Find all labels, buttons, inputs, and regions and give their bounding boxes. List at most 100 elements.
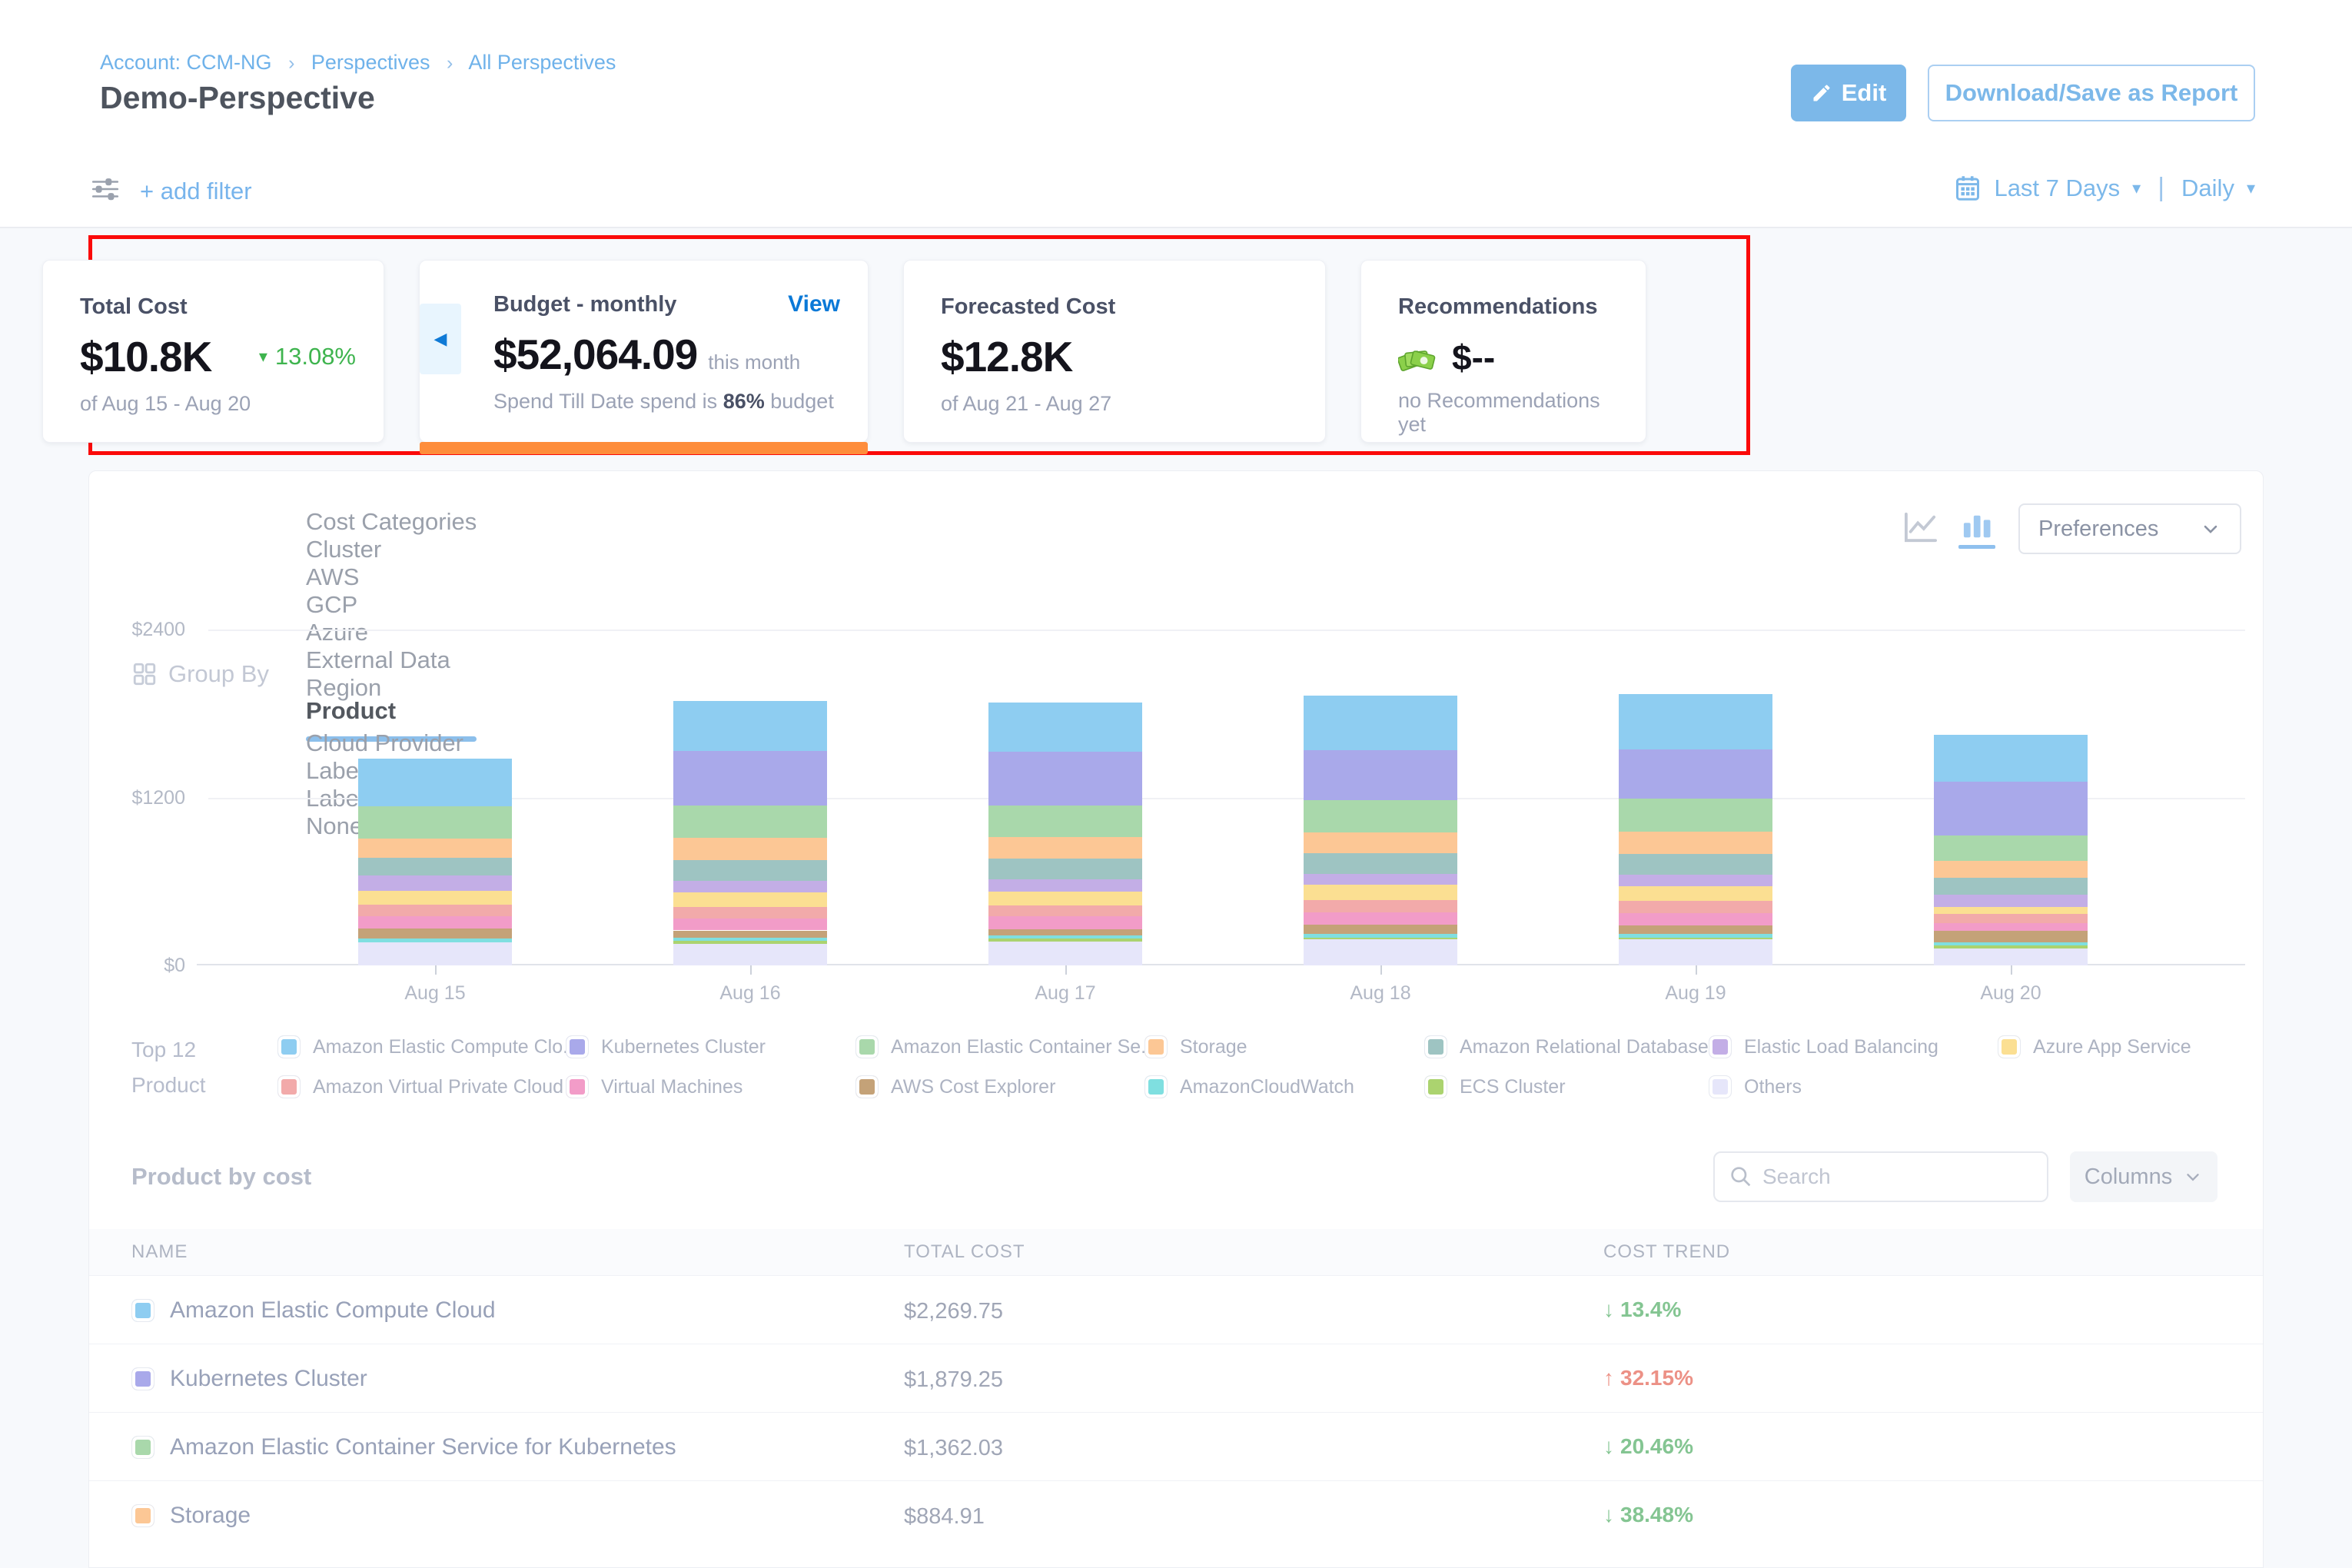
budget-view-link[interactable]: View [788, 291, 840, 317]
bar-segment-amazon-elastic-container-service-for-kubernetes[interactable] [1619, 799, 1772, 832]
bar-segment-kubernetes-cluster[interactable] [1304, 749, 1457, 801]
bar-segment-ecs-cluster[interactable] [1934, 945, 2088, 949]
bar-segment-virtual-machines[interactable] [358, 916, 512, 929]
bar-segment-aws-cost-explorer[interactable] [358, 928, 512, 938]
bar-segment-elastic-load-balancing[interactable] [358, 875, 512, 891]
legend-item-azure-app-service[interactable]: Azure App Service [1998, 1031, 2191, 1063]
bar-segment-elastic-load-balancing[interactable] [988, 879, 1142, 892]
tab-gcp[interactable]: GCP [305, 591, 358, 618]
bar-segment-amazon-virtual-private-cloud[interactable] [988, 905, 1142, 917]
bar-segment-aws-cost-explorer[interactable] [1304, 925, 1457, 935]
tab-product[interactable]: Product [305, 697, 477, 742]
bar-segment-amazon-elastic-compute-cloud[interactable] [358, 758, 512, 807]
bar-segment-storage[interactable] [1619, 832, 1772, 855]
bar-segment-amazon-virtual-private-cloud[interactable] [673, 907, 827, 919]
bar-segment-virtual-machines[interactable] [1304, 912, 1457, 925]
search-input[interactable] [1762, 1164, 2016, 1189]
tab-cluster[interactable]: Cluster [305, 536, 382, 563]
table-row[interactable]: Kubernetes Cluster $1,879.25 ↑ 32.15% [89, 1344, 2263, 1412]
bar-segment-azure-app-service[interactable] [1304, 885, 1457, 901]
bar-segment-elastic-load-balancing[interactable] [1934, 895, 2088, 907]
bar-segment-elastic-load-balancing[interactable] [1619, 874, 1772, 887]
chevron-down-icon[interactable]: ▾ [2132, 178, 2141, 198]
bar-segment-others[interactable] [988, 942, 1142, 965]
date-range-dropdown[interactable]: Last 7 Days [1994, 174, 2121, 201]
column-header-name[interactable]: NAME [131, 1241, 188, 1262]
bar-segment-storage[interactable] [988, 837, 1142, 859]
chevron-down-icon[interactable]: ▾ [2246, 178, 2255, 198]
bar-segment-storage[interactable] [673, 838, 827, 860]
bar-segment-kubernetes-cluster[interactable] [988, 752, 1142, 806]
breadcrumb-perspectives-link[interactable]: Perspectives [311, 51, 430, 74]
legend-item-amazon-elastic-compute-clo-[interactable]: Amazon Elastic Compute Clo... [277, 1031, 579, 1063]
tab-aws[interactable]: AWS [305, 563, 360, 590]
bar-segment-amazon-relational-database-service[interactable] [1619, 854, 1772, 875]
bar-segment-virtual-machines[interactable] [988, 916, 1142, 929]
bar-segment-others[interactable] [1304, 939, 1457, 965]
tab-cost-categories[interactable]: Cost Categories [305, 508, 477, 535]
bar-segment-aws-cost-explorer[interactable] [1934, 931, 2088, 942]
bar-segment-amazon-elastic-container-service-for-kubernetes[interactable] [1304, 800, 1457, 833]
bar-segment-amazon-virtual-private-cloud[interactable] [1304, 900, 1457, 912]
bar-segment-elastic-load-balancing[interactable] [673, 880, 827, 893]
bar-segment-kubernetes-cluster[interactable] [1934, 782, 2088, 835]
legend-item-elastic-load-balancing[interactable]: Elastic Load Balancing [1709, 1031, 1938, 1063]
legend-item-amazoncloudwatch[interactable]: AmazonCloudWatch [1144, 1071, 1354, 1103]
bar-segment-virtual-machines[interactable] [1934, 923, 2088, 932]
legend-item-aws-cost-explorer[interactable]: AWS Cost Explorer [855, 1071, 1055, 1103]
bar-segment-amazon-relational-database-service[interactable] [1934, 878, 2088, 895]
edit-button[interactable]: Edit [1791, 65, 1906, 121]
bar-segment-elastic-load-balancing[interactable] [1304, 873, 1457, 885]
legend-item-others[interactable]: Others [1709, 1071, 1802, 1103]
bar-segment-amazoncloudwatch[interactable] [1619, 934, 1772, 938]
breadcrumb-all-perspectives-link[interactable]: All Perspectives [468, 51, 616, 74]
add-filter-button[interactable]: + add filter [140, 178, 252, 204]
bar-segment-virtual-machines[interactable] [1619, 912, 1772, 926]
legend-item-amazon-relational-database-[interactable]: Amazon Relational Database ... [1424, 1031, 1730, 1063]
legend-item-storage[interactable]: Storage [1144, 1031, 1247, 1063]
bar-segment-storage[interactable] [1304, 832, 1457, 854]
bar-segment-amazon-elastic-compute-cloud[interactable] [1934, 734, 2088, 782]
bar-segment-amazoncloudwatch[interactable] [1934, 942, 2088, 945]
bar-segment-amazon-relational-database-service[interactable] [988, 858, 1142, 880]
bar-segment-amazon-elastic-container-service-for-kubernetes[interactable] [1934, 835, 2088, 862]
preferences-dropdown[interactable]: Preferences [2018, 503, 2241, 554]
bar-segment-amazon-virtual-private-cloud[interactable] [1934, 913, 2088, 924]
collapse-left-icon[interactable]: ◀ [420, 304, 461, 374]
breadcrumb-account-link[interactable]: Account: CCM-NG [100, 51, 272, 74]
tab-label[interactable]: Label [305, 757, 364, 784]
column-header-total-cost[interactable]: TOTAL COST [904, 1241, 1025, 1262]
bar-segment-amazon-elastic-compute-cloud[interactable] [673, 700, 827, 752]
bar-segment-aws-cost-explorer[interactable] [988, 929, 1142, 935]
bar-segment-amazon-relational-database-service[interactable] [1304, 853, 1457, 874]
bar-segment-storage[interactable] [1934, 861, 2088, 879]
table-row[interactable]: Amazon Elastic Compute Cloud $2,269.75 ↓ 13… [89, 1275, 2263, 1344]
columns-dropdown[interactable]: Columns [2070, 1151, 2217, 1202]
bar-segment-amazon-elastic-compute-cloud[interactable] [1304, 695, 1457, 750]
bar-chart-icon[interactable] [1958, 511, 1995, 549]
bar-segment-azure-app-service[interactable] [1934, 906, 2088, 914]
bar-segment-ecs-cluster[interactable] [988, 938, 1142, 942]
bar-segment-ecs-cluster[interactable] [1304, 937, 1457, 940]
bar-segment-amazoncloudwatch[interactable] [358, 938, 512, 942]
filter-sliders-icon[interactable] [91, 176, 120, 206]
column-header-cost-trend[interactable]: COST TREND [1603, 1241, 1731, 1262]
bar-segment-amazon-elastic-compute-cloud[interactable] [1619, 693, 1772, 749]
bar-segment-aws-cost-explorer[interactable] [673, 930, 827, 938]
bar-segment-azure-app-service[interactable] [1619, 886, 1772, 902]
bar-segment-ecs-cluster[interactable] [1619, 937, 1772, 940]
bar-segment-kubernetes-cluster[interactable] [1619, 749, 1772, 799]
bar-segment-others[interactable] [673, 943, 827, 965]
bar-segment-others[interactable] [1619, 939, 1772, 965]
bar-segment-amazoncloudwatch[interactable] [673, 937, 827, 942]
bar-segment-amazon-virtual-private-cloud[interactable] [358, 904, 512, 917]
bar-segment-azure-app-service[interactable] [673, 892, 827, 908]
table-row[interactable]: Storage $884.91 ↓ 38.48% [89, 1480, 2263, 1549]
bar-segment-amazon-virtual-private-cloud[interactable] [1619, 901, 1772, 913]
tab-cloud-provider[interactable]: Cloud Provider [305, 729, 463, 756]
legend-item-kubernetes-cluster[interactable]: Kubernetes Cluster [566, 1031, 766, 1063]
line-chart-icon[interactable] [1903, 511, 1938, 543]
tab-external-data[interactable]: External Data [305, 646, 450, 673]
bar-segment-others[interactable] [358, 942, 512, 965]
bar-segment-storage[interactable] [358, 839, 512, 858]
